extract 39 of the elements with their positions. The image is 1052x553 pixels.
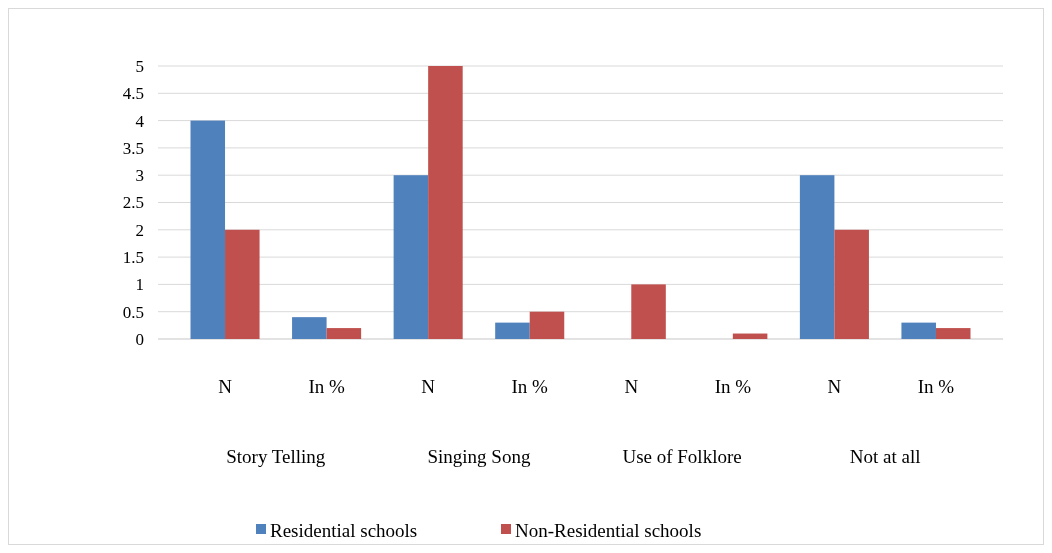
x-tick-label: In % — [308, 376, 345, 397]
y-tick-label: 3 — [135, 166, 144, 186]
bar — [428, 66, 463, 339]
bar — [495, 322, 530, 339]
y-tick-label: 2 — [135, 220, 144, 240]
y-tick-label: 2.5 — [122, 193, 144, 213]
bar — [935, 328, 971, 339]
x-tick-label: N — [827, 376, 842, 397]
legend-label: Residential schools — [270, 519, 418, 541]
text: Use of Folklore — [622, 446, 742, 467]
bar — [292, 317, 327, 339]
bar — [799, 175, 835, 339]
legend-label: Non-Residential schools — [515, 519, 702, 541]
bar — [393, 175, 429, 339]
y-tick-label: 3.5 — [122, 138, 144, 158]
bar — [631, 284, 666, 339]
bar — [901, 322, 936, 339]
x-tick-label: In % — [714, 376, 752, 397]
bar — [732, 333, 768, 339]
bar — [326, 328, 362, 339]
bar — [529, 311, 565, 339]
bar — [190, 120, 226, 339]
x-tick-label: In % — [917, 376, 955, 397]
bar — [834, 229, 869, 339]
x-tick-label: N — [421, 376, 436, 397]
y-tick-label: 0.5 — [122, 302, 144, 322]
text: Story Telling — [226, 446, 326, 467]
y-tick-label: 1.5 — [122, 248, 144, 268]
x-tick-label: N — [218, 376, 233, 397]
y-tick-label: 4 — [135, 111, 145, 131]
y-tick-label: 5 — [135, 56, 144, 76]
x-tick-label: In % — [511, 376, 549, 397]
y-tick-label: 0 — [135, 329, 144, 349]
text: Not at all — [849, 446, 921, 467]
x-tick-label: N — [624, 376, 639, 397]
text: Singing Song — [427, 446, 531, 467]
bar — [225, 229, 260, 339]
y-tick-label: 1 — [135, 275, 144, 295]
y-tick-label: 4.5 — [122, 84, 144, 104]
